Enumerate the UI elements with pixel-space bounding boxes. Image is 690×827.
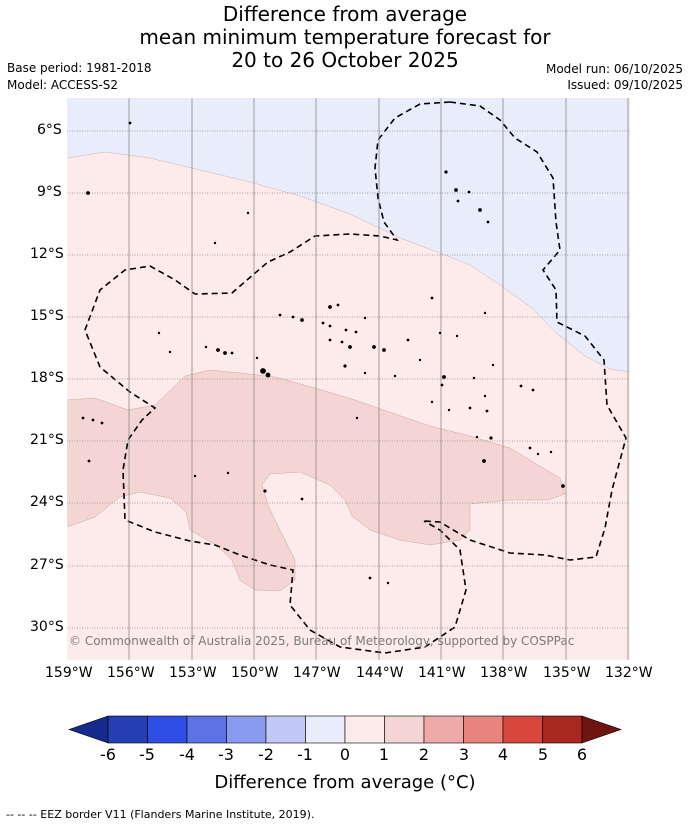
title-line-2: mean minimum temperature forecast for — [139, 25, 551, 49]
issued-date: Issued: 09/10/2025 — [567, 78, 683, 92]
lat-label-15s: 15°S — [30, 308, 64, 324]
colorbar-label: -2 — [258, 745, 274, 764]
lat-label-24s: 24°S — [30, 494, 64, 510]
colorbar-label: 5 — [537, 745, 549, 764]
colorbar-segment — [463, 715, 504, 744]
colorbar-segment — [344, 715, 385, 744]
lon-label-150w: 150°W — [231, 665, 279, 681]
colorbar-extension-high — [581, 715, 622, 744]
colorbar-label: -6 — [100, 745, 116, 764]
colorbar-title: Difference from average (°C) — [214, 772, 476, 793]
model-run: Model run: 06/10/2025 — [545, 62, 683, 76]
lat-label-6s: 6°S — [37, 122, 62, 138]
lat-label-30s: 30°S — [30, 619, 64, 635]
title-line-1: Difference from average — [222, 2, 468, 26]
colorbar-segment — [226, 715, 267, 744]
colorbar-segment — [502, 715, 543, 744]
eez-border-north-upper — [84, 101, 467, 654]
colorbar-label: 2 — [418, 745, 430, 764]
colorbar — [68, 715, 622, 744]
colorbar-label: -3 — [218, 745, 234, 764]
colorbar-label: 4 — [497, 745, 509, 764]
colorbar-segment — [305, 715, 346, 744]
colorbar-segment — [265, 715, 306, 744]
colorbar-segment — [107, 715, 148, 744]
colorbar-label: 0 — [339, 745, 351, 764]
colorbar-label: 6 — [576, 745, 588, 764]
map-frame — [66, 97, 631, 661]
lon-label-156w: 156°W — [107, 665, 155, 681]
colorbar-label: -1 — [297, 745, 313, 764]
lat-label-9s: 9°S — [37, 184, 62, 200]
colorbar-segment — [186, 715, 227, 744]
model-name: Model: ACCESS-S2 — [7, 78, 119, 92]
lon-label-159w: 159°W — [45, 665, 93, 681]
title-line-3: 20 to 26 October 2025 — [231, 48, 459, 72]
base-period: Base period: 1981-2018 — [7, 61, 152, 75]
lon-label-147w: 147°W — [293, 665, 341, 681]
islands — [81, 121, 565, 585]
eez-border-north — [423, 101, 627, 561]
graticule — [67, 98, 630, 660]
colorbar-segment — [384, 715, 425, 744]
lat-label-21s: 21°S — [30, 432, 64, 448]
colorbar-label: -4 — [179, 745, 195, 764]
anomaly-band-minus1-to-0 — [67, 98, 630, 373]
colorbar-label: -5 — [139, 745, 155, 764]
lat-label-12s: 12°S — [30, 246, 64, 262]
colorbar-segment — [423, 715, 464, 744]
copyright-notice: © Commonwealth of Australia 2025, Bureau… — [69, 634, 575, 648]
lon-label-141w: 141°W — [418, 665, 466, 681]
colorbar-segment — [542, 715, 583, 744]
lon-label-144w: 144°W — [356, 665, 404, 681]
lon-label-132w: 132°W — [605, 665, 653, 681]
lat-label-27s: 27°S — [30, 557, 64, 573]
lon-label-153w: 153°W — [169, 665, 217, 681]
lon-label-138w: 138°W — [480, 665, 528, 681]
colorbar-extension-low — [68, 715, 109, 744]
lat-label-18s: 18°S — [30, 370, 64, 386]
colorbar-label: 3 — [458, 745, 470, 764]
eez-legend: -- -- -- EEZ border V11 (Flanders Marine… — [6, 808, 315, 821]
colorbar-label: 1 — [378, 745, 390, 764]
lon-label-135w: 135°W — [543, 665, 591, 681]
colorbar-segment — [147, 715, 188, 744]
